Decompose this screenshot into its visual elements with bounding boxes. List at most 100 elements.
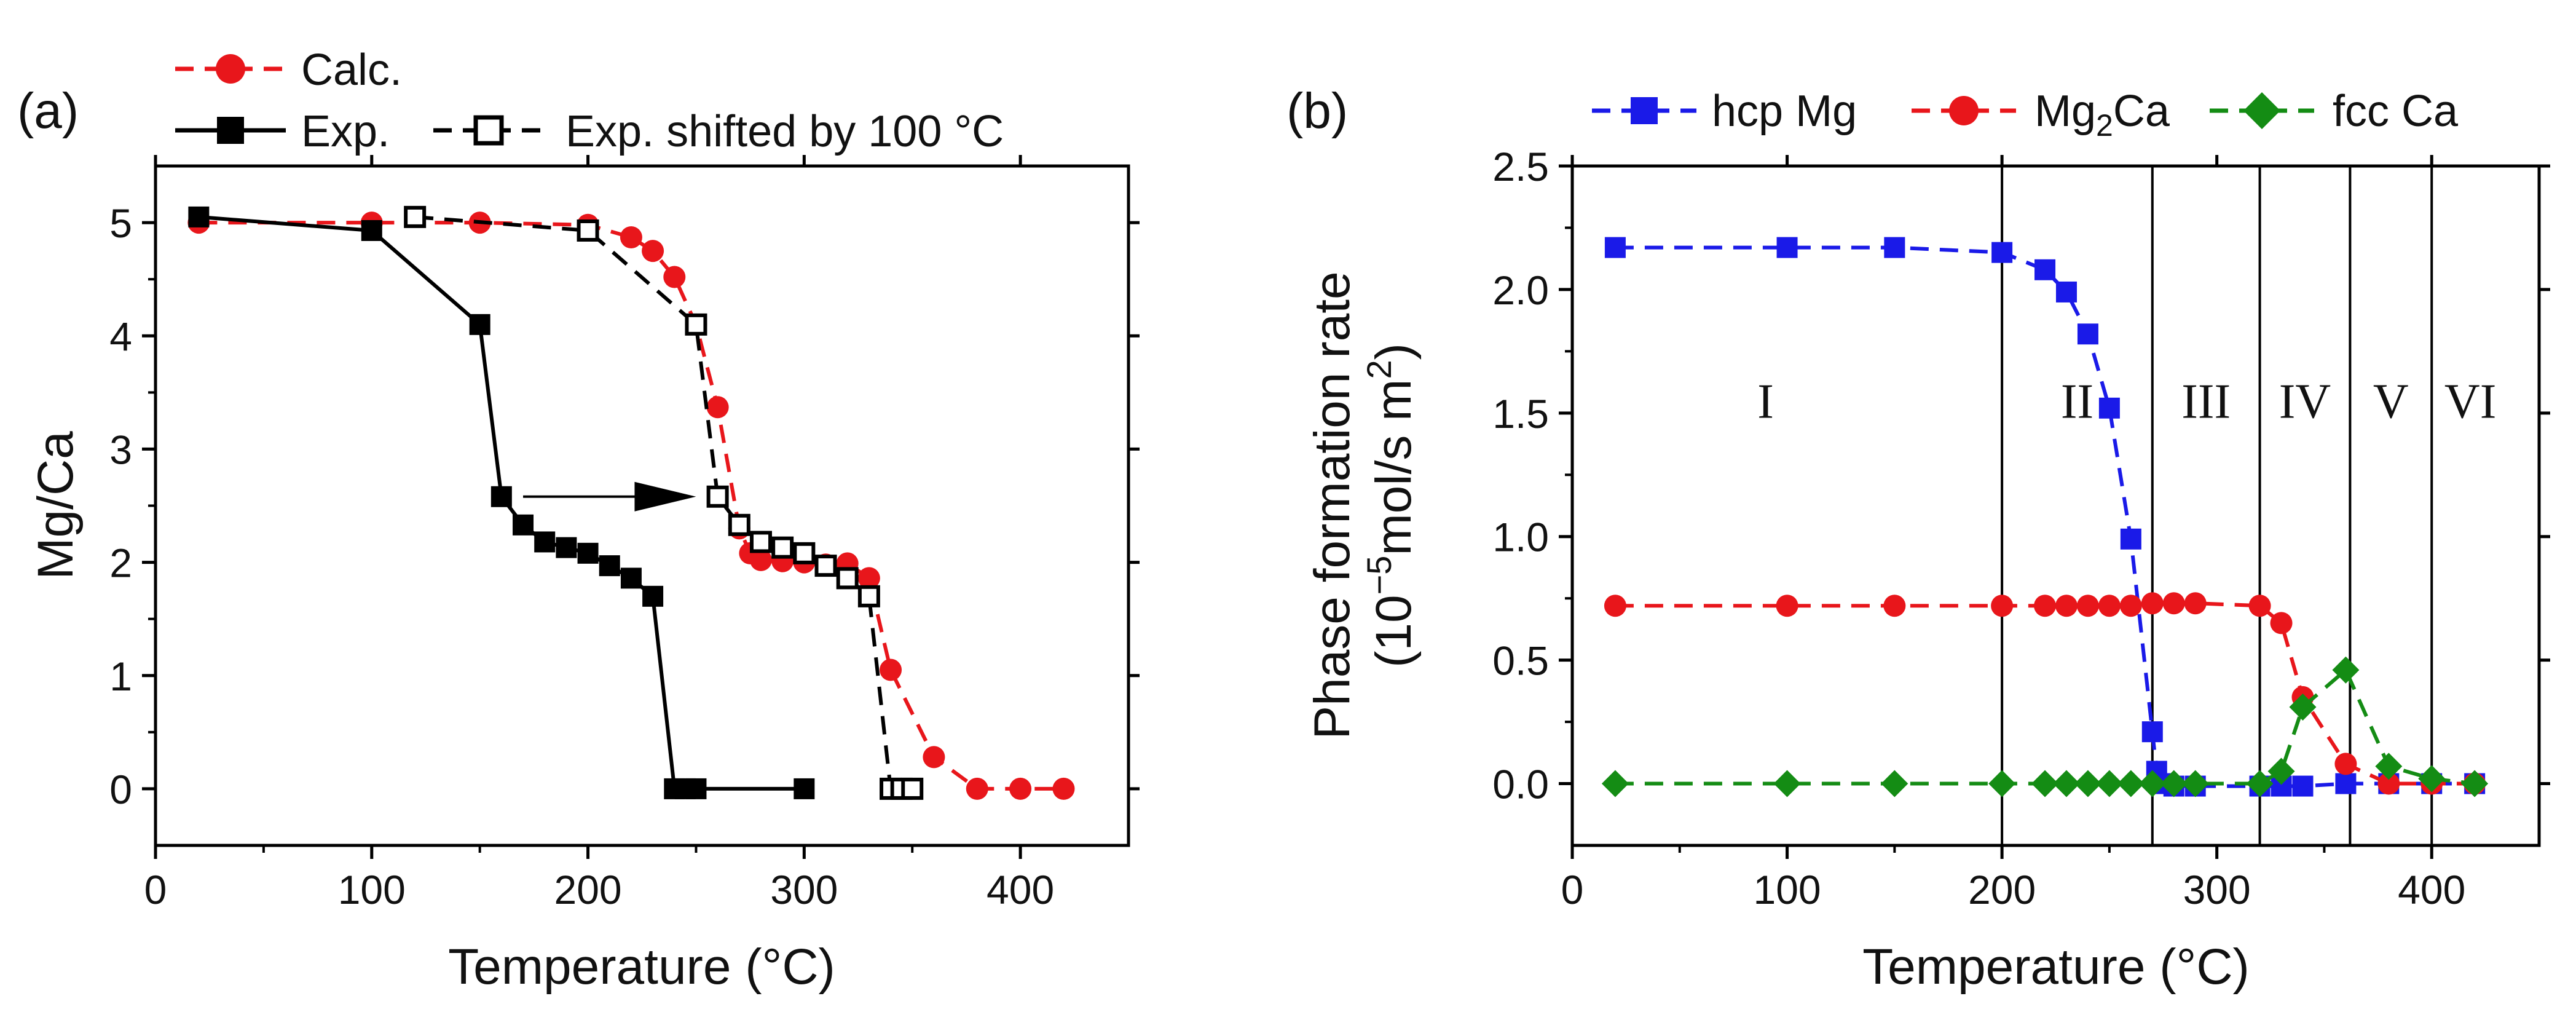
a-exp-shifted-by-100-c-point	[685, 313, 707, 336]
annotations-a	[523, 481, 696, 512]
a-exp--point	[513, 514, 534, 536]
legend-b: hcp Mg Mg2Ca fcc Ca	[1592, 87, 2459, 143]
a-exp--point	[577, 542, 599, 564]
b-fcc-ca-point	[1881, 770, 1908, 797]
b-hcp-mg-point	[2055, 281, 2077, 302]
a-calc--point	[642, 240, 664, 263]
b-fcc-ca-point	[2461, 770, 2489, 797]
b-mg2ca-point	[2248, 595, 2271, 617]
b-mg2ca-point	[2162, 592, 2185, 615]
b-hcp-mg-point	[1604, 237, 1626, 258]
y-tick-label: 1	[109, 654, 132, 699]
legend-exp-marker	[217, 117, 244, 144]
b-hcp-mg-point	[1884, 237, 1905, 258]
b-fcc-ca-point	[2117, 770, 2145, 797]
b-fcc-ca-point	[2052, 770, 2080, 797]
y-tick-label: 1.5	[1492, 391, 1549, 437]
legend-fcc-marker	[2243, 92, 2280, 129]
panel-a: (a) Calc. Exp. Exp. shifted by 100 °C 0 1…	[17, 45, 1140, 995]
panel-label-a: (a)	[17, 83, 79, 139]
a-calc--point	[966, 777, 988, 800]
b-fcc-ca-point	[2267, 757, 2295, 785]
region-dividers-b	[2001, 166, 2433, 845]
a-exp--point	[556, 537, 577, 558]
b-mg2ca-point	[1776, 595, 1798, 617]
legend-exp-label: Exp.	[301, 107, 390, 156]
y-tick-label: 1.0	[1492, 515, 1549, 560]
a-exp--point	[361, 219, 382, 241]
b-fcc-ca-point	[2246, 770, 2274, 797]
a-exp--point	[490, 486, 512, 507]
a-calc--line	[199, 221, 1064, 791]
b-fcc-ca-point	[1601, 770, 1629, 797]
series-a	[187, 205, 1075, 800]
a-exp--point	[188, 206, 210, 227]
b-fcc-ca-point	[2074, 770, 2101, 797]
region-labels-b: I II III IV V VI	[1757, 375, 2496, 429]
b-hcp-mg-point	[2120, 528, 2141, 550]
x-tick-label: 200	[554, 867, 621, 912]
panel-label-b: (b)	[1286, 83, 1348, 139]
b-hcp-mg-point	[2098, 397, 2120, 419]
region-label-II: II	[2061, 375, 2093, 429]
x-tick-label: 400	[987, 867, 1054, 912]
a-exp-shifted-by-100-c-point	[901, 777, 924, 800]
x-tick-label: 400	[2398, 867, 2465, 912]
a-calc--point	[749, 548, 772, 571]
b-mg2ca-point	[2055, 595, 2078, 617]
b-hcp-mg-point	[1991, 242, 2013, 263]
y-tick-label: 0.0	[1492, 762, 1549, 807]
b-fcc-ca-point	[2181, 770, 2209, 797]
a-calc--point	[1009, 777, 1032, 800]
y-tick-label: 2	[109, 540, 132, 586]
a-calc--point	[620, 226, 642, 249]
b-hcp-mg-point	[2335, 773, 2357, 794]
a-exp--point	[642, 585, 664, 607]
a-calc--point	[923, 746, 945, 769]
b-mg2ca-point	[2034, 595, 2057, 617]
a-exp-shifted-by-100-c-line	[414, 215, 913, 791]
y-axis-label-b-line1: Phase formation rate	[1304, 271, 1360, 739]
a-exp--point	[685, 778, 707, 799]
b-mg2ca-point	[2076, 595, 2099, 617]
y-axis-label-b-line2: (10−5mol/s m2)	[1360, 343, 1422, 668]
b-mg2ca-point	[2270, 612, 2293, 635]
legend-fcc-label: fcc Ca	[2333, 87, 2459, 136]
a-exp-shifted-by-100-c-point	[836, 567, 859, 590]
a-exp--point	[599, 555, 620, 577]
legend-a: Calc. Exp. Exp. shifted by 100 °C	[175, 45, 1004, 156]
a-exp-shifted-by-100-c-point	[706, 485, 729, 508]
b-fcc-ca-point	[2095, 770, 2123, 797]
legend-mg2ca-label: Mg2Ca	[2034, 87, 2170, 143]
y-axis-label-a: Mg/Ca	[28, 431, 84, 580]
a-calc--point	[857, 567, 880, 590]
b-fcc-ca-point	[2289, 693, 2317, 721]
b-mg2ca-point	[2184, 592, 2207, 615]
y-tick-label: 4	[109, 314, 132, 359]
legend-shifted-label: Exp. shifted by 100 °C	[565, 107, 1004, 156]
a-exp-shifted-by-100-c-point	[577, 219, 599, 242]
b-mg2ca-point	[1991, 595, 2014, 617]
y-axis-label-b: Phase formation rate (10−5mol/s m2)	[1304, 271, 1422, 739]
legend-calc-marker	[216, 54, 245, 84]
b-fcc-ca-point	[2418, 765, 2446, 793]
a-calc--point	[880, 658, 902, 681]
a-exp--point	[534, 531, 556, 553]
axis-ticks-a: 0 100 200 300 400 0 1 2 3 4 5	[109, 155, 1140, 912]
a-exp--point	[620, 567, 642, 589]
b-mg2ca-point	[2334, 753, 2357, 775]
y-tick-label: 0.5	[1492, 638, 1549, 684]
axis-ticks-b: 0 100 200 300 400 0.0 0.5 1.0 1.5 2.0 2.5	[1492, 144, 2550, 912]
region-label-IV: IV	[2279, 375, 2331, 429]
legend-hcp-label: hcp Mg	[1712, 87, 1857, 136]
panel-b: (b) hcp Mg Mg2Ca fcc Ca I II III IV V VI 0 100…	[1286, 83, 2550, 995]
x-tick-label: 200	[1968, 867, 2036, 912]
x-tick-label: 0	[1561, 867, 1584, 912]
y-tick-label: 5	[109, 200, 132, 246]
y-tick-label: 2.0	[1492, 267, 1549, 313]
b-fcc-ca-point	[2332, 656, 2360, 684]
x-axis-label-b: Temperature (°C)	[1862, 939, 2250, 995]
region-label-III: III	[2181, 375, 2231, 429]
b-mg2ca-point	[2141, 592, 2164, 615]
